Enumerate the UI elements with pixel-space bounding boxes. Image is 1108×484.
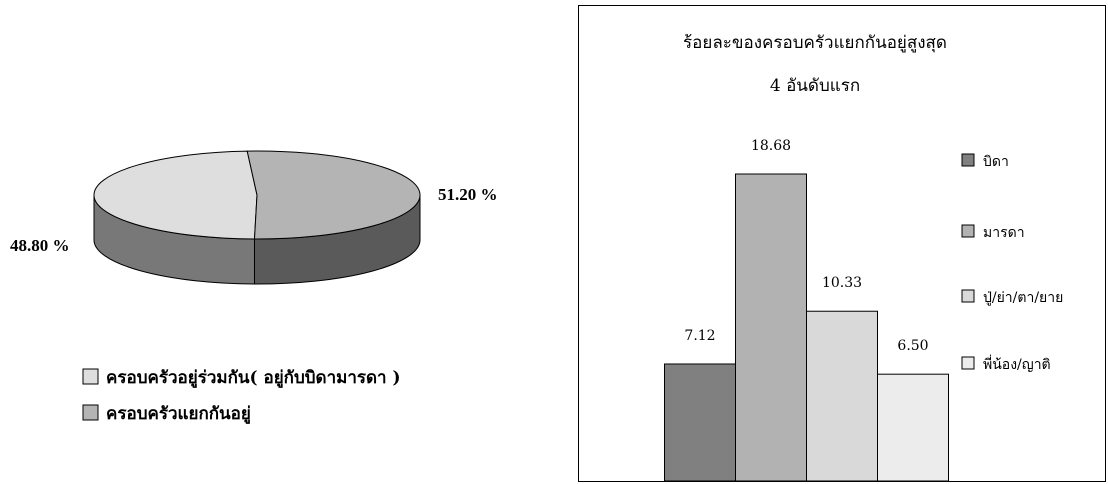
bar-grandparents-value-label: 10.33 xyxy=(822,275,862,291)
bar-siblings-relatives xyxy=(877,373,949,482)
legend-swatch-together xyxy=(82,368,99,385)
legend-label-separate: ครอบครัวแยกกันอยู่ xyxy=(106,404,251,425)
bar-father xyxy=(664,363,736,482)
bar-grandparents xyxy=(806,310,878,482)
legend-label-father: บิดา xyxy=(983,154,1009,170)
bar-legend: บิดา มารดา ปู่/ย่า/ตา/ยาย พี่น้อง/ญาติ xyxy=(961,153,1063,373)
bar-series xyxy=(664,173,949,482)
bar-value-labels: 7.12 18.68 10.33 6.50 xyxy=(684,138,928,354)
legend-label-siblings-relatives: พี่น้อง/ญาติ xyxy=(983,355,1051,373)
bar-mother xyxy=(735,173,807,482)
legend-label-mother: มารดา xyxy=(983,225,1025,241)
bar-father-value-label: 7.12 xyxy=(684,328,715,344)
bar-chart-title: ร้อยละของครอบครัวแยกกันอยู่สูงสุด xyxy=(683,33,947,53)
bar-mother-value-label: 18.68 xyxy=(751,138,791,154)
pie-value-label-together: 48.80 % xyxy=(10,236,70,255)
legend-swatch-grandparents xyxy=(961,289,975,303)
legend-label-together: ครอบครัวอยู่ร่วมกัน( อยู่กับบิดามารดา ) xyxy=(106,368,401,389)
pie-slice-together xyxy=(93,150,258,240)
bar-chart-subtitle: 4 อันดับแรก xyxy=(770,76,860,96)
pie-chart xyxy=(93,150,421,285)
legend-swatch-siblings-relatives xyxy=(961,356,975,370)
bar-siblings-relatives-value-label: 6.50 xyxy=(897,338,928,354)
legend-swatch-mother xyxy=(961,224,975,238)
legend-swatch-father xyxy=(961,153,975,167)
legend-swatch-separate xyxy=(82,404,99,421)
pie-value-label-separate: 51.20 % xyxy=(438,185,498,204)
legend-label-grandparents: ปู่/ย่า/ตา/ยาย xyxy=(983,290,1063,306)
pie-slice-separate xyxy=(246,150,421,240)
